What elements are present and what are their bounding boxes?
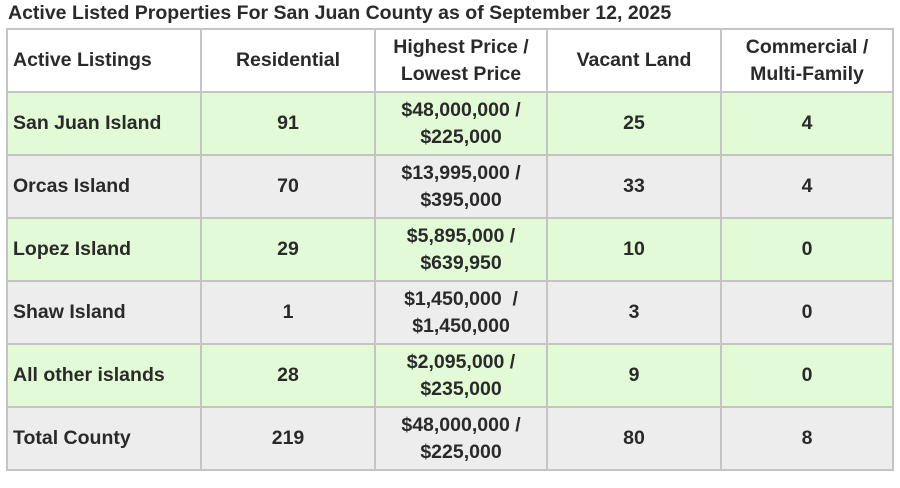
highest-price: $1,450,000 / — [404, 287, 518, 310]
commercial-cell: 4 — [722, 156, 894, 219]
residential-cell: 1 — [202, 282, 376, 345]
lowest-price: $235,000 — [420, 377, 502, 400]
lowest-price: $225,000 — [420, 125, 502, 148]
area-cell: Shaw Island — [8, 282, 202, 345]
table-row: Lopez Island 29 $5,895,000 / $639,950 10… — [8, 219, 894, 282]
area-cell: San Juan Island — [8, 93, 202, 156]
lowest-price: $395,000 — [420, 188, 502, 211]
listings-table: Active Listings Residential Highest Pric… — [6, 28, 894, 471]
vacant-land-cell: 9 — [548, 345, 722, 408]
area-cell: Orcas Island — [8, 156, 202, 219]
table-row-total: Total County 219 $48,000,000 / $225,000 … — [8, 408, 894, 471]
table-row: Shaw Island 1 $1,450,000 / $1,450,000 3 … — [8, 282, 894, 345]
header-commercial: Commercial / Multi-Family — [722, 30, 894, 93]
residential-cell: 28 — [202, 345, 376, 408]
header-residential: Residential — [202, 30, 376, 93]
commercial-cell: 8 — [722, 408, 894, 471]
header-lowest-price: Lowest Price — [400, 62, 522, 85]
price-cell: $48,000,000 / $225,000 — [376, 93, 548, 156]
header-highest-price: Highest Price / — [393, 35, 529, 58]
residential-cell: 70 — [202, 156, 376, 219]
commercial-cell: 4 — [722, 93, 894, 156]
lowest-price: $639,950 — [420, 251, 502, 274]
highest-price: $2,095,000 / — [406, 350, 516, 373]
table-header-row: Active Listings Residential Highest Pric… — [8, 30, 894, 93]
header-vacant-land: Vacant Land — [548, 30, 722, 93]
commercial-cell: 0 — [722, 282, 894, 345]
table-title: Active Listed Properties For San Juan Co… — [8, 2, 672, 24]
table-row: San Juan Island 91 $48,000,000 / $225,00… — [8, 93, 894, 156]
table-row: Orcas Island 70 $13,995,000 / $395,000 3… — [8, 156, 894, 219]
area-cell: Total County — [8, 408, 202, 471]
lowest-price: $225,000 — [420, 440, 502, 463]
price-cell: $48,000,000 / $225,000 — [376, 408, 548, 471]
highest-price: $13,995,000 / — [401, 161, 521, 184]
price-cell: $2,095,000 / $235,000 — [376, 345, 548, 408]
vacant-land-cell: 80 — [548, 408, 722, 471]
vacant-land-cell: 10 — [548, 219, 722, 282]
area-cell: All other islands — [8, 345, 202, 408]
price-cell: $5,895,000 / $639,950 — [376, 219, 548, 282]
residential-cell: 91 — [202, 93, 376, 156]
header-price-range: Highest Price / Lowest Price — [376, 30, 548, 93]
vacant-land-cell: 25 — [548, 93, 722, 156]
highest-price: $48,000,000 / — [401, 413, 521, 436]
lowest-price: $1,450,000 — [412, 314, 510, 337]
commercial-cell: 0 — [722, 219, 894, 282]
highest-price: $48,000,000 / — [401, 98, 521, 121]
vacant-land-cell: 3 — [548, 282, 722, 345]
highest-price: $5,895,000 / — [406, 224, 516, 247]
residential-cell: 29 — [202, 219, 376, 282]
area-cell: Lopez Island — [8, 219, 202, 282]
header-commercial-line2: Multi-Family — [750, 62, 864, 85]
vacant-land-cell: 33 — [548, 156, 722, 219]
price-cell: $13,995,000 / $395,000 — [376, 156, 548, 219]
header-active-listings: Active Listings — [8, 30, 202, 93]
residential-cell: 219 — [202, 408, 376, 471]
table-row: All other islands 28 $2,095,000 / $235,0… — [8, 345, 894, 408]
commercial-cell: 0 — [722, 345, 894, 408]
price-cell: $1,450,000 / $1,450,000 — [376, 282, 548, 345]
header-commercial-line1: Commercial / — [745, 35, 869, 58]
